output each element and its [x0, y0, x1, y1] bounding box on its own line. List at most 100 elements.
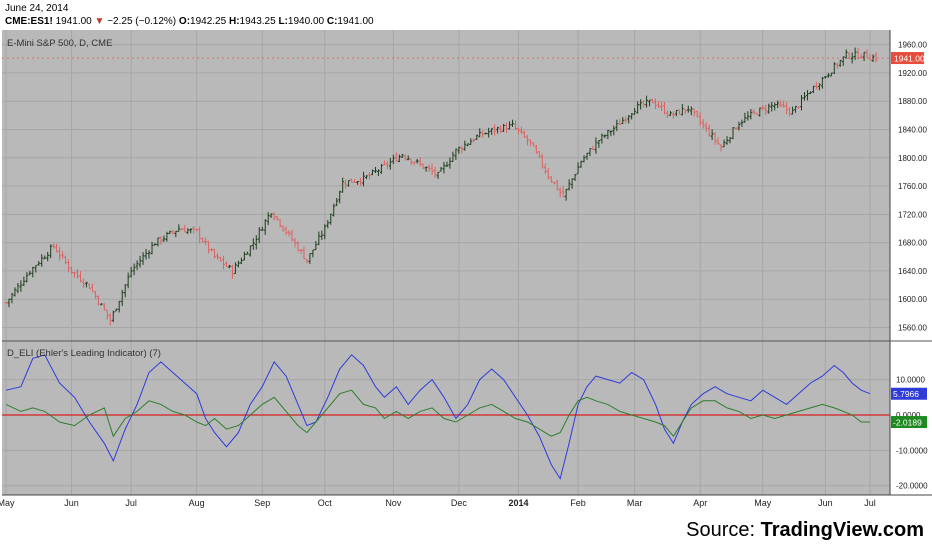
x-tick-label: Aug — [189, 498, 205, 508]
price-bar — [189, 228, 193, 234]
price-bar — [725, 136, 729, 145]
price-bar — [496, 126, 500, 134]
price-bar — [93, 290, 97, 299]
last-price: 1941.00 — [55, 16, 92, 27]
price-bar — [552, 181, 556, 185]
indicator-value-tag — [891, 416, 927, 429]
price-bar — [377, 169, 380, 177]
price-bar — [469, 138, 473, 146]
price-bar — [415, 158, 419, 164]
axis-labels: May Jun Jul Aug Sep Oct Nov Dec 2014 Feb Mar Apr May… — [0, 41, 928, 508]
price-bar — [123, 284, 127, 298]
price-bar — [102, 303, 106, 311]
price-bar — [475, 134, 479, 140]
price-bar — [499, 125, 502, 134]
chart-background — [2, 30, 890, 495]
price-bar — [591, 145, 595, 151]
price-bar — [576, 162, 580, 175]
price-bar — [117, 300, 121, 313]
price-bar — [451, 151, 455, 162]
price-bar — [737, 121, 741, 131]
price-bar — [698, 112, 702, 126]
price-bar — [275, 216, 279, 221]
price-bar — [34, 265, 38, 273]
price-tick-label: 1600.00 — [898, 295, 927, 304]
price-bar — [460, 146, 464, 154]
price-bar — [585, 152, 589, 160]
price-bar — [669, 111, 672, 116]
price-bar — [874, 52, 878, 63]
price-tick-label: 1680.00 — [898, 239, 927, 248]
x-tick-label: May — [0, 498, 15, 508]
price-bar — [61, 251, 65, 260]
price-bar — [129, 266, 133, 278]
x-tick-label: Mar — [627, 498, 643, 508]
price-bar — [347, 180, 351, 187]
price-bar — [639, 99, 643, 110]
price-bar — [853, 47, 857, 60]
price-bar — [228, 264, 231, 269]
price-bar — [299, 248, 303, 254]
price-bar — [91, 283, 94, 292]
price-bar — [332, 203, 336, 217]
price-bar — [633, 107, 637, 115]
price-bar — [752, 109, 756, 115]
price-bar — [374, 166, 377, 173]
price-bar — [797, 106, 800, 109]
price-bar — [37, 260, 41, 266]
price-bar — [734, 126, 738, 130]
price-bar — [150, 241, 154, 255]
price-bar — [400, 153, 404, 158]
high-value: 1943.25 — [239, 16, 276, 27]
price-bar — [70, 266, 73, 275]
price-bar — [46, 251, 50, 262]
price-bar — [615, 119, 619, 132]
price-bar — [198, 226, 202, 244]
price-bar — [523, 130, 526, 138]
price-bar — [433, 166, 437, 178]
price-bar — [713, 132, 717, 145]
price-bar — [296, 241, 300, 252]
x-tick-label: Nov — [385, 498, 402, 508]
price-bar — [382, 160, 386, 166]
price-bar — [850, 52, 854, 64]
price-bar — [67, 259, 70, 273]
price-bar — [73, 272, 76, 278]
price-bar — [162, 235, 166, 242]
price-bar — [660, 101, 663, 112]
symbol-label: CME:ES1! — [5, 16, 53, 27]
price-bar — [341, 177, 345, 193]
price-bar — [257, 226, 261, 244]
price-bar — [788, 107, 791, 117]
high-label: H: — [228, 16, 240, 27]
price-bar — [561, 186, 565, 198]
indicator-tick-label: 0.0000 — [896, 411, 921, 420]
indicator-tick-label: -10.0000 — [896, 446, 928, 455]
price-bar — [546, 168, 550, 180]
price-bar — [758, 107, 762, 117]
price-bar — [269, 213, 273, 218]
price-bar — [159, 236, 163, 245]
price-bar — [564, 188, 568, 201]
price-bar — [284, 226, 288, 236]
price-bar — [13, 287, 17, 297]
price-bar — [96, 295, 100, 306]
price-bar — [520, 126, 523, 135]
price-bar — [457, 146, 461, 154]
price-bar — [630, 113, 634, 120]
price-bar — [606, 129, 610, 140]
price-bar — [424, 166, 428, 172]
price-bar — [683, 108, 687, 115]
price-bar — [350, 178, 354, 183]
indicator-title: D_ELI (Ehler's Leading Indicator) (7) — [7, 348, 161, 359]
price-bar — [558, 187, 562, 198]
price-bar — [251, 238, 255, 250]
price-bar — [114, 308, 118, 312]
price-bar — [16, 282, 20, 294]
price-bar — [245, 251, 249, 255]
price-bar — [120, 289, 124, 307]
price-bar — [28, 270, 32, 276]
price-bar — [677, 109, 681, 115]
chart-svg[interactable]: May Jun Jul Aug Sep Oct Nov Dec 2014 Feb Mar Apr May… — [0, 30, 932, 512]
price-bar — [856, 48, 860, 60]
